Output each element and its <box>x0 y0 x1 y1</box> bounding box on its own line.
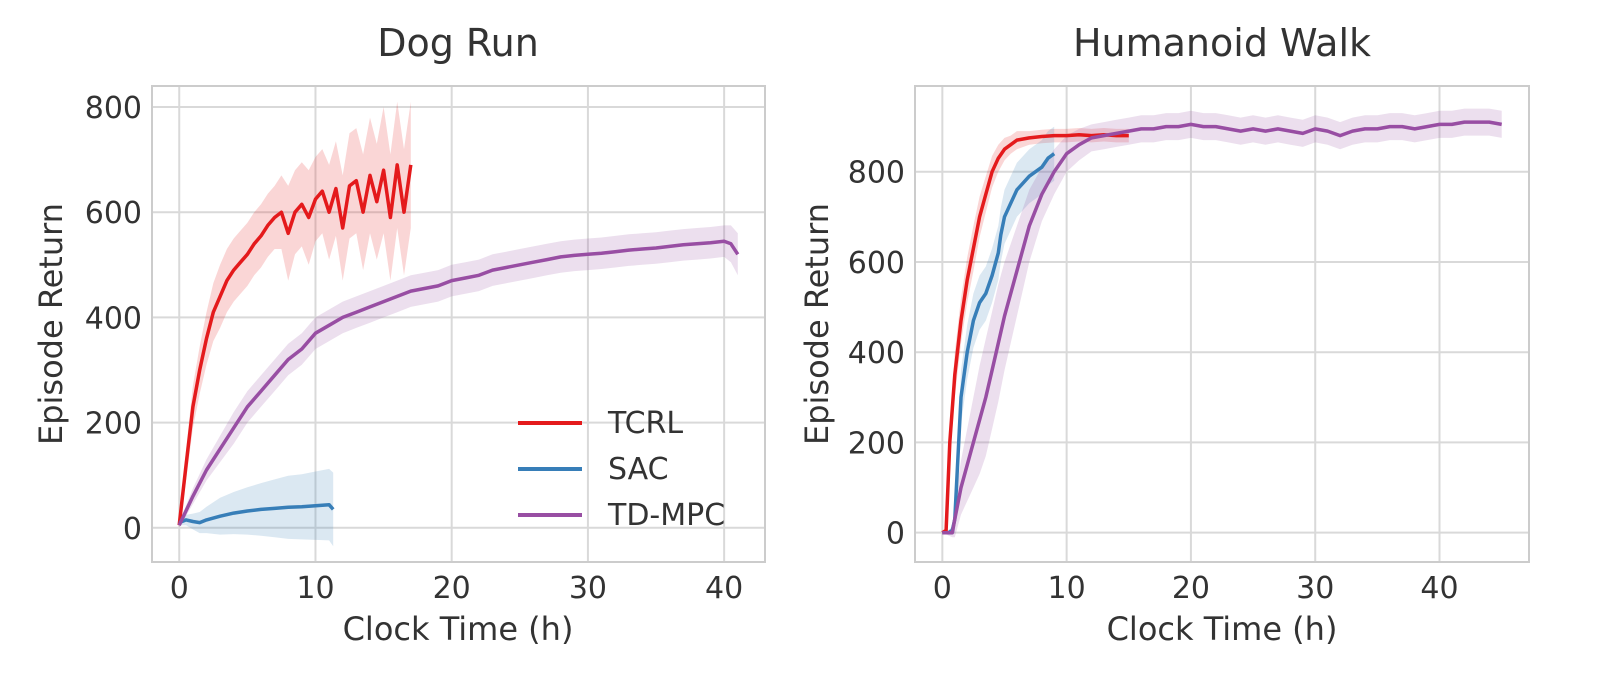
x-tick-label: 0 <box>170 571 189 606</box>
x-tick-labels: 0 10 20 30 40 <box>933 571 1459 606</box>
grid <box>152 86 765 562</box>
panel-dog-run: Dog Run 0 10 20 30 40 0 200 400 600 800 Clock Ti… <box>32 21 766 648</box>
series-bands <box>942 108 1502 538</box>
grid <box>915 86 1529 562</box>
band-tcrl <box>179 101 411 528</box>
series-bands <box>179 101 738 547</box>
legend-label-sac: SAC <box>608 452 669 487</box>
legend-label-tcrl: TCRL <box>607 406 683 441</box>
x-tick-labels: 0 10 20 30 40 <box>170 571 744 606</box>
x-tick-label: 30 <box>1296 571 1334 606</box>
y-tick-label: 800 <box>848 156 905 191</box>
legend: TCRL SAC TD-MPC <box>518 406 725 533</box>
plot-frame <box>151 85 766 563</box>
x-tick-label: 40 <box>1420 571 1458 606</box>
x-tick-label: 10 <box>296 571 334 606</box>
y-tick-label: 600 <box>848 246 905 281</box>
series-line-tcrl <box>177 163 413 526</box>
x-axis-label: Clock Time (h) <box>343 610 574 648</box>
series-lines <box>177 163 740 526</box>
y-tick-label: 200 <box>85 407 142 442</box>
plot-frame <box>914 85 1530 563</box>
x-tick-label: 20 <box>433 571 471 606</box>
series-line-sac <box>178 502 335 525</box>
y-tick-label: 0 <box>886 517 905 552</box>
series-line-tcrl <box>941 132 1129 535</box>
chart-title: Dog Run <box>377 21 539 65</box>
x-tick-label: 40 <box>705 571 743 606</box>
x-tick-label: 30 <box>569 571 607 606</box>
legend-label-tdmpc: TD-MPC <box>607 498 725 533</box>
y-tick-label: 800 <box>85 91 142 126</box>
x-tick-label: 10 <box>1048 571 1086 606</box>
y-tick-label: 400 <box>85 301 142 336</box>
y-tick-label: 0 <box>123 512 142 547</box>
series-lines <box>941 120 1503 535</box>
series-line-td-mpc <box>942 120 1503 535</box>
y-tick-labels: 0 200 400 600 800 <box>848 156 905 552</box>
y-tick-labels: 0 200 400 600 800 <box>85 91 142 547</box>
y-tick-label: 600 <box>85 196 142 231</box>
series-line-td-mpc <box>177 239 740 526</box>
x-axis-label: Clock Time (h) <box>1107 610 1338 648</box>
panel-humanoid-walk: Humanoid Walk 0 10 20 30 40 0 200 400 600 800 Cl… <box>798 21 1530 648</box>
band-sac <box>179 468 334 547</box>
x-tick-label: 20 <box>1172 571 1210 606</box>
y-tick-label: 400 <box>848 336 905 371</box>
chart-title: Humanoid Walk <box>1073 21 1371 65</box>
y-tick-label: 200 <box>848 426 905 461</box>
y-axis-label: Episode Return <box>32 203 70 445</box>
y-axis-label: Episode Return <box>798 203 836 445</box>
band-td-mpc <box>179 225 738 528</box>
x-tick-label: 0 <box>933 571 952 606</box>
